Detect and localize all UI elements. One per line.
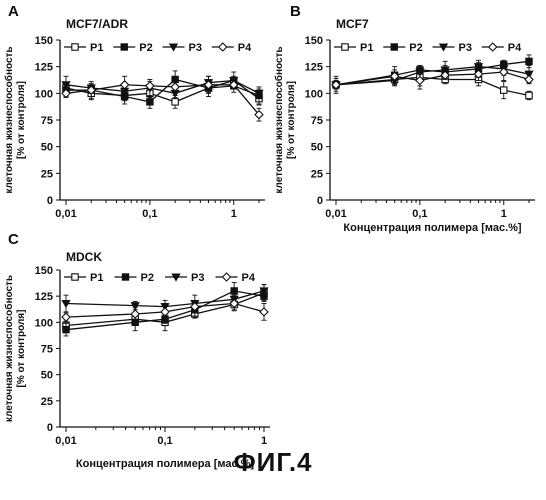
legend-label: P1 <box>90 272 103 284</box>
data-point <box>231 288 237 294</box>
y-tick-label: 75 <box>311 115 323 127</box>
data-point <box>171 83 179 91</box>
x-axis-label: Концентрация полимера [мас.%] <box>343 222 522 234</box>
x-tick-label: 1 <box>501 208 507 220</box>
data-point <box>62 313 70 321</box>
chart-title: MCF7 <box>336 17 369 31</box>
legend-marker <box>122 274 128 280</box>
y-tick-label: 25 <box>311 168 323 180</box>
y-tick-label: 75 <box>41 115 53 127</box>
y-tick-label: 125 <box>305 62 323 74</box>
legend-marker <box>342 44 348 50</box>
chart-panel-c: C MDCK 0 25 50 75 100 125 150 0,01 0,1 1 клеточная ж… <box>3 231 270 470</box>
x-tick-label: 0,1 <box>157 435 172 447</box>
panel-letter: B <box>290 3 301 20</box>
chart-panel-b: B MCF7 0 25 50 75 100 125 150 0,01 0,1 1 клеточная ж… <box>273 3 535 234</box>
y-tick-label: 75 <box>41 344 53 356</box>
legend-label: P2 <box>409 42 422 54</box>
data-point <box>525 75 533 83</box>
y-tick-label: 50 <box>41 142 53 154</box>
x-tick-label: 1 <box>231 208 237 220</box>
legend-marker <box>223 273 231 281</box>
data-point <box>161 308 169 316</box>
y-axis-label-unit: [% от контроля] <box>16 310 27 388</box>
chart-title: MCF7/ADR <box>66 17 128 31</box>
data-point <box>63 326 69 332</box>
legend-label: P4 <box>508 42 522 54</box>
chart-title: MDCK <box>66 250 102 264</box>
y-tick-label: 50 <box>41 370 53 382</box>
x-tick-label: 0,01 <box>55 208 76 220</box>
y-axis-label: клеточная жизнеспособность <box>3 275 15 422</box>
series-line <box>336 67 529 85</box>
y-tick-label: 100 <box>305 88 323 100</box>
y-tick-label: 125 <box>35 291 53 303</box>
legend-label: P4 <box>238 42 252 54</box>
data-point <box>501 87 507 93</box>
y-tick-label: 150 <box>35 265 53 277</box>
y-tick-label: 100 <box>35 317 53 329</box>
y-tick-label: 25 <box>41 396 53 408</box>
data-point <box>526 92 532 98</box>
y-axis-label: клеточная жизнеспособность <box>273 46 285 193</box>
legend-marker <box>489 43 497 51</box>
chart-panel-a: A MCF7/ADR 0 25 50 75 100 125 150 0,01 0,1 1 клеточн… <box>3 3 265 220</box>
y-tick-label: 150 <box>35 35 53 47</box>
y-axis-label-unit: [% от контроля] <box>286 81 297 159</box>
legend-marker <box>219 43 227 51</box>
legend-label: P3 <box>459 42 472 54</box>
data-point <box>121 81 129 89</box>
y-tick-label: 150 <box>305 35 323 47</box>
y-tick-label: 25 <box>41 168 53 180</box>
legend-marker <box>391 44 397 50</box>
y-axis-label: клеточная жизнеспособность <box>3 46 15 193</box>
y-axis-label-unit: [% от контроля] <box>16 81 27 159</box>
legend-label: P1 <box>360 42 373 54</box>
panel-letter: C <box>8 231 19 248</box>
panel-letter: A <box>8 3 19 20</box>
data-point <box>147 99 153 105</box>
legend-marker <box>121 44 127 50</box>
legend-label: P3 <box>191 272 204 284</box>
data-point <box>260 308 268 316</box>
legend-marker <box>72 274 78 280</box>
figure-caption: ФИГ.4 <box>0 447 546 478</box>
y-tick-label: 100 <box>35 88 53 100</box>
x-tick-label: 0,01 <box>325 208 346 220</box>
y-tick-label: 0 <box>47 422 53 434</box>
legend-label: P1 <box>90 42 103 54</box>
legend-label: P2 <box>141 272 154 284</box>
y-tick-label: 125 <box>35 62 53 74</box>
y-tick-label: 0 <box>317 195 323 207</box>
x-tick-label: 0,01 <box>55 435 76 447</box>
x-tick-label: 0,1 <box>142 208 157 220</box>
legend-marker <box>72 44 78 50</box>
y-tick-label: 50 <box>311 142 323 154</box>
legend-label: P4 <box>242 272 256 284</box>
x-tick-label: 0,1 <box>412 208 427 220</box>
y-tick-label: 0 <box>47 195 53 207</box>
legend-label: P2 <box>139 42 152 54</box>
data-point <box>172 99 178 105</box>
legend-label: P3 <box>189 42 202 54</box>
x-tick-label: 1 <box>261 435 267 447</box>
data-point <box>526 58 532 64</box>
